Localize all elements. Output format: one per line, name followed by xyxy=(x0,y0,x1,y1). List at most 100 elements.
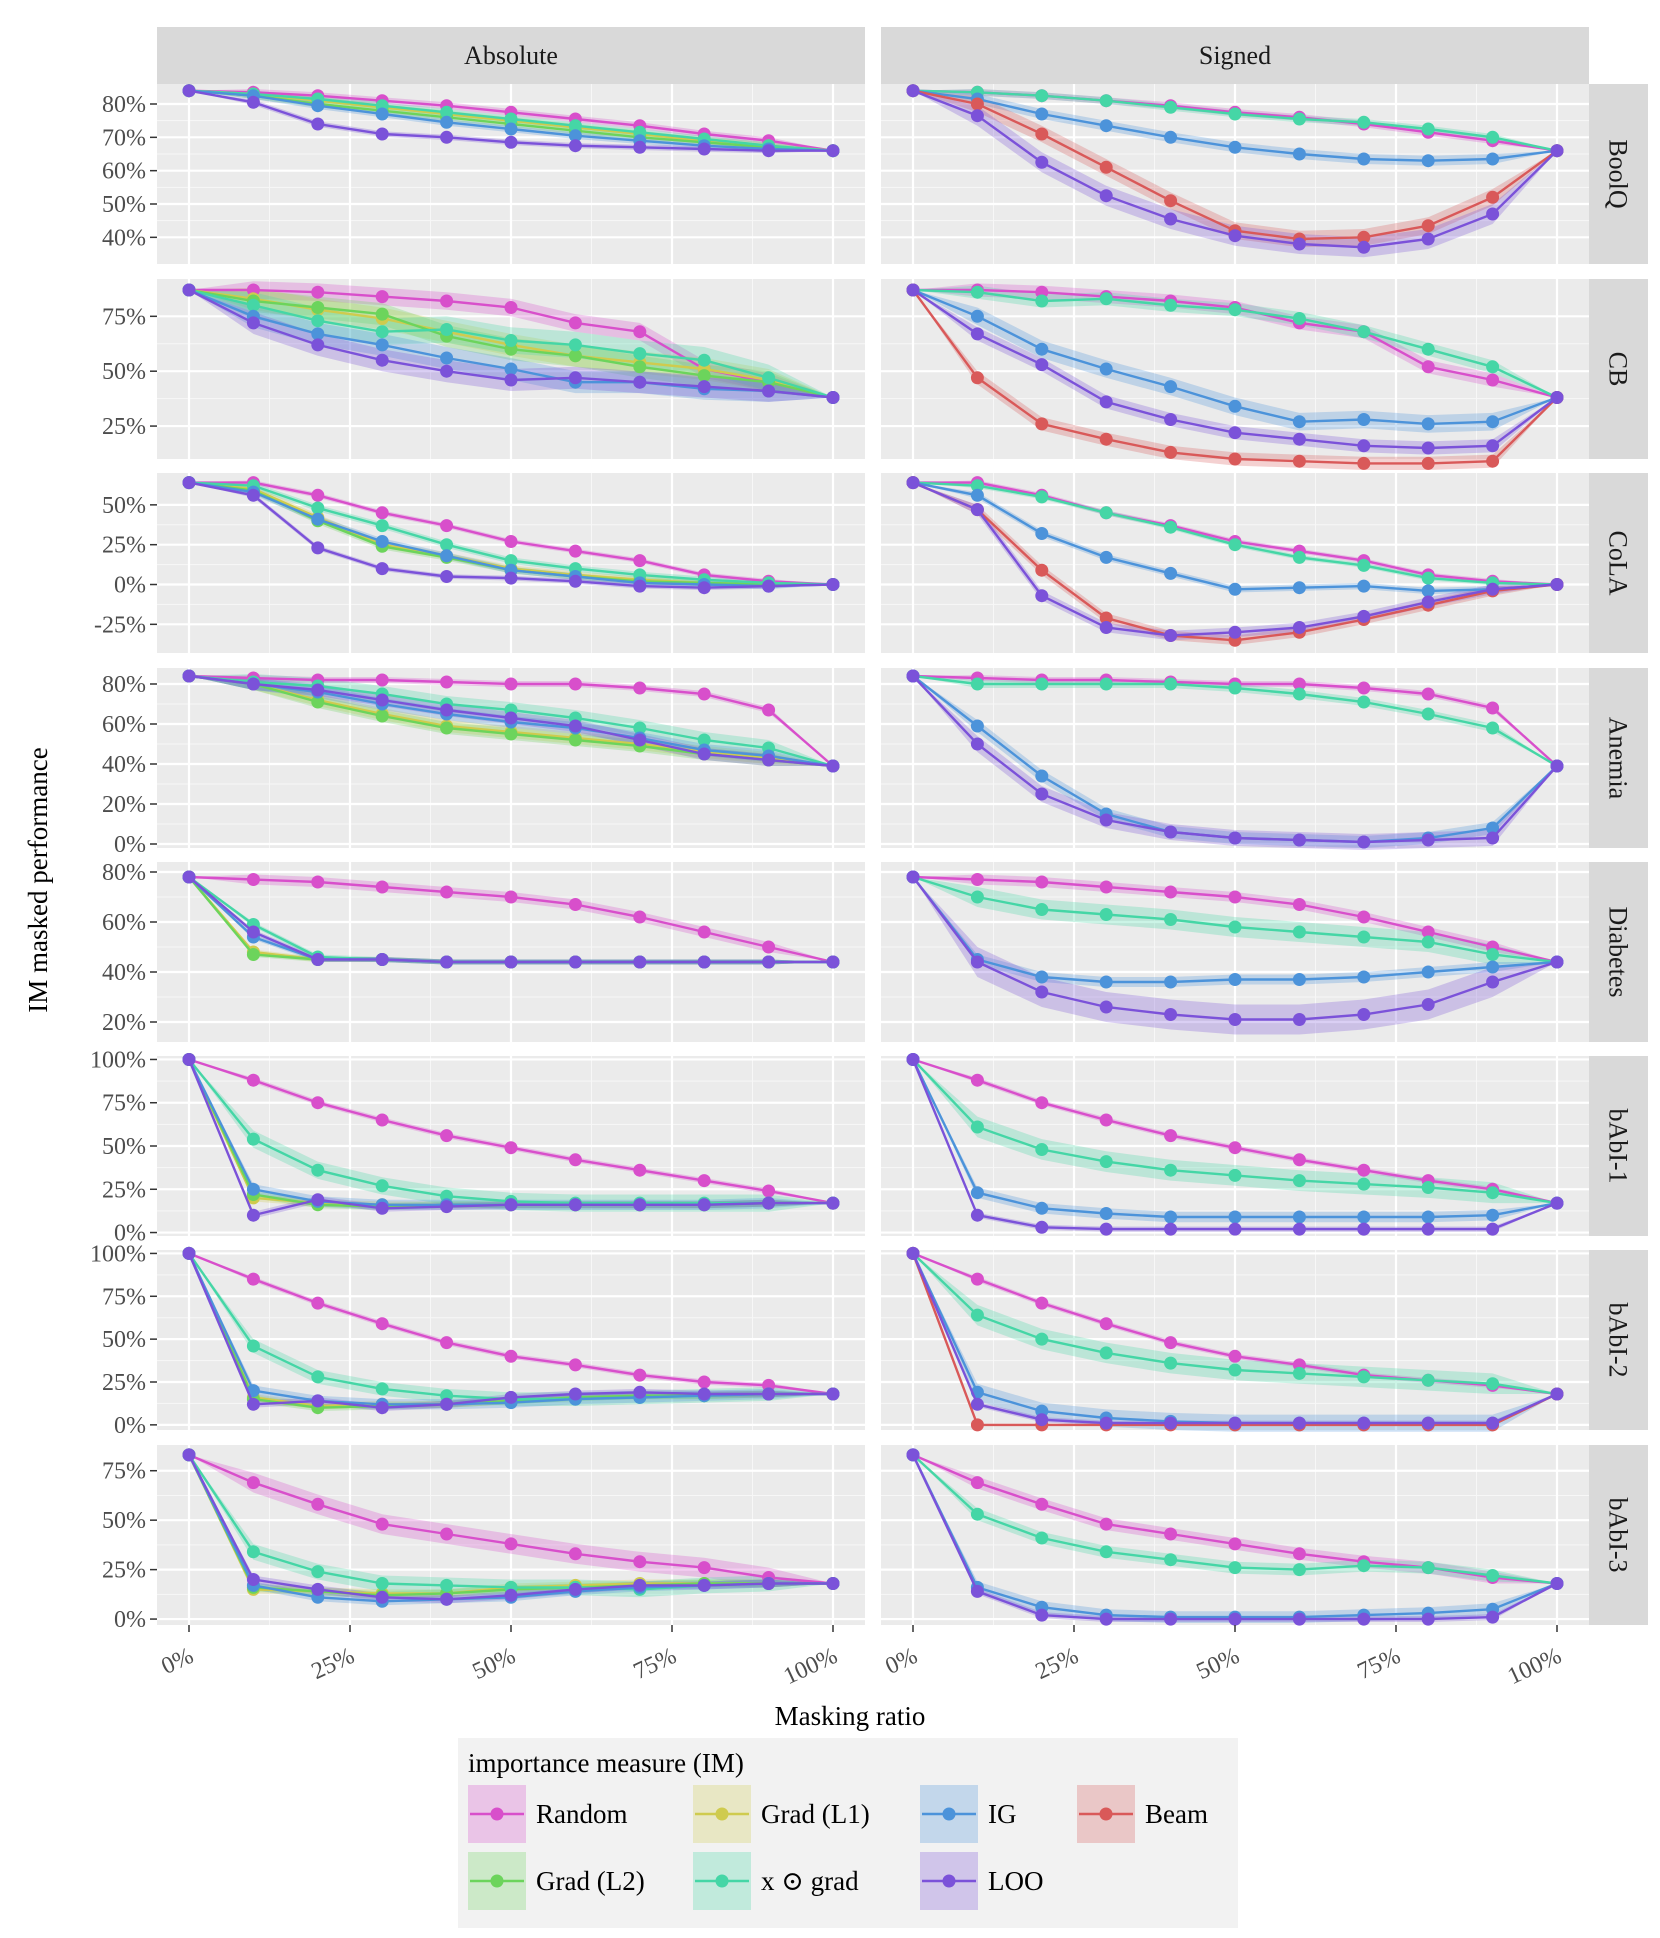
facet-panel xyxy=(157,279,865,459)
data-point-random xyxy=(568,1547,582,1561)
data-point-xgrad xyxy=(1164,1163,1178,1177)
data-point-ig xyxy=(1292,1210,1306,1224)
facet-panel xyxy=(881,84,1589,264)
data-point-loo xyxy=(697,1578,711,1592)
data-point-random xyxy=(1357,681,1371,695)
data-point-xgrad xyxy=(1292,1174,1306,1188)
data-point-loo xyxy=(633,1578,647,1592)
data-point-ig xyxy=(1421,1210,1435,1224)
data-point-random xyxy=(762,1184,776,1198)
data-point-beam xyxy=(970,1418,984,1432)
data-point-loo xyxy=(1228,625,1242,639)
data-point-loo xyxy=(1357,1416,1371,1430)
data-point-random xyxy=(440,885,454,899)
legend-entry-beam: Beam xyxy=(1077,1785,1208,1843)
data-point-random xyxy=(375,506,389,520)
data-point-xgrad xyxy=(1035,89,1049,103)
data-point-xgrad xyxy=(1099,292,1113,306)
data-point-loo xyxy=(1035,155,1049,169)
data-point-xgrad xyxy=(1421,935,1435,949)
data-point-random xyxy=(1228,1349,1242,1363)
x-tick-label: 75% xyxy=(630,1643,681,1685)
data-point-loo xyxy=(1228,831,1242,845)
data-point-loo xyxy=(440,364,454,378)
data-point-loo xyxy=(1550,1196,1564,1210)
data-point-xgrad xyxy=(1486,1186,1500,1200)
data-point-loo xyxy=(440,703,454,717)
data-point-random xyxy=(1164,885,1178,899)
data-point-loo xyxy=(1164,629,1178,642)
data-point-loo xyxy=(633,955,647,969)
data-point-loo xyxy=(375,353,389,367)
data-point-beam xyxy=(1035,127,1049,141)
facet-panel xyxy=(881,1053,1589,1236)
legend-label: LOO xyxy=(988,1866,1044,1896)
data-point-loo xyxy=(1035,1608,1049,1622)
data-point-random xyxy=(375,1113,389,1127)
data-point-xgrad xyxy=(1164,100,1178,114)
data-point-random xyxy=(1421,360,1435,374)
data-point-loo xyxy=(440,955,454,969)
data-point-loo xyxy=(1035,1220,1049,1234)
data-point-xgrad xyxy=(311,501,325,515)
data-point-xgrad xyxy=(1099,94,1113,108)
data-point-loo xyxy=(1164,212,1178,226)
y-tick-label: 40% xyxy=(102,960,146,986)
x-tick-label: 25% xyxy=(1032,1643,1083,1685)
row-strip xyxy=(1589,668,1648,848)
data-point-loo xyxy=(826,578,840,591)
data-point-ig xyxy=(1035,342,1049,356)
data-point-xgrad xyxy=(1421,342,1435,356)
data-point-loo xyxy=(311,117,325,131)
data-point-loo xyxy=(970,1584,984,1598)
data-point-random xyxy=(1099,880,1113,894)
data-point-random xyxy=(1292,1153,1306,1167)
y-tick-label: 50% xyxy=(102,1508,146,1534)
data-point-beam xyxy=(1099,432,1113,446)
data-point-xgrad xyxy=(1228,1363,1242,1377)
data-point-ig xyxy=(504,122,518,136)
data-point-random xyxy=(1292,898,1306,911)
data-point-ig xyxy=(1035,527,1049,540)
data-point-xgrad xyxy=(1099,1155,1113,1169)
data-point-ig xyxy=(1486,152,1500,166)
data-point-xgrad xyxy=(504,554,518,568)
row-strip-label: Diabetes xyxy=(1604,907,1633,998)
data-point-random xyxy=(762,940,776,954)
data-point-ig xyxy=(1228,399,1242,413)
y-tick-label: 25% xyxy=(102,1558,146,1584)
data-point-loo xyxy=(1421,998,1435,1011)
data-point-loo xyxy=(440,1397,454,1411)
data-point-loo xyxy=(633,733,647,747)
data-point-random xyxy=(311,875,325,889)
data-point-xgrad xyxy=(1292,1563,1306,1577)
data-point-loo xyxy=(1292,1222,1306,1236)
legend-entry-random: Random xyxy=(468,1785,628,1843)
data-point-xgrad xyxy=(1099,677,1113,691)
data-point-xgrad xyxy=(504,112,518,126)
data-point-loo xyxy=(1486,439,1500,453)
data-point-gradl2 xyxy=(697,369,711,383)
data-point-ig xyxy=(375,107,389,121)
data-point-loo xyxy=(826,1387,840,1401)
data-point-loo xyxy=(311,541,325,555)
data-point-beam xyxy=(1292,454,1306,468)
data-point-loo xyxy=(1035,358,1049,372)
data-point-gradl2 xyxy=(633,360,647,374)
data-point-random xyxy=(440,294,454,308)
data-point-loo xyxy=(970,955,984,969)
data-point-loo xyxy=(311,338,325,352)
data-point-xgrad xyxy=(1292,550,1306,564)
data-point-random xyxy=(633,1163,647,1177)
data-point-loo xyxy=(697,1198,711,1212)
data-point-loo xyxy=(1550,391,1564,404)
data-point-loo xyxy=(906,669,920,683)
y-tick-label: 75% xyxy=(102,304,146,330)
row-strip xyxy=(1589,84,1648,264)
legend-entry-gradl2: Grad (L2) xyxy=(468,1852,645,1910)
data-point-random xyxy=(1164,1527,1178,1541)
data-point-random xyxy=(568,1358,582,1372)
data-point-loo xyxy=(697,747,711,761)
series-band-random xyxy=(913,480,1557,585)
y-tick-label: 50% xyxy=(102,359,146,385)
